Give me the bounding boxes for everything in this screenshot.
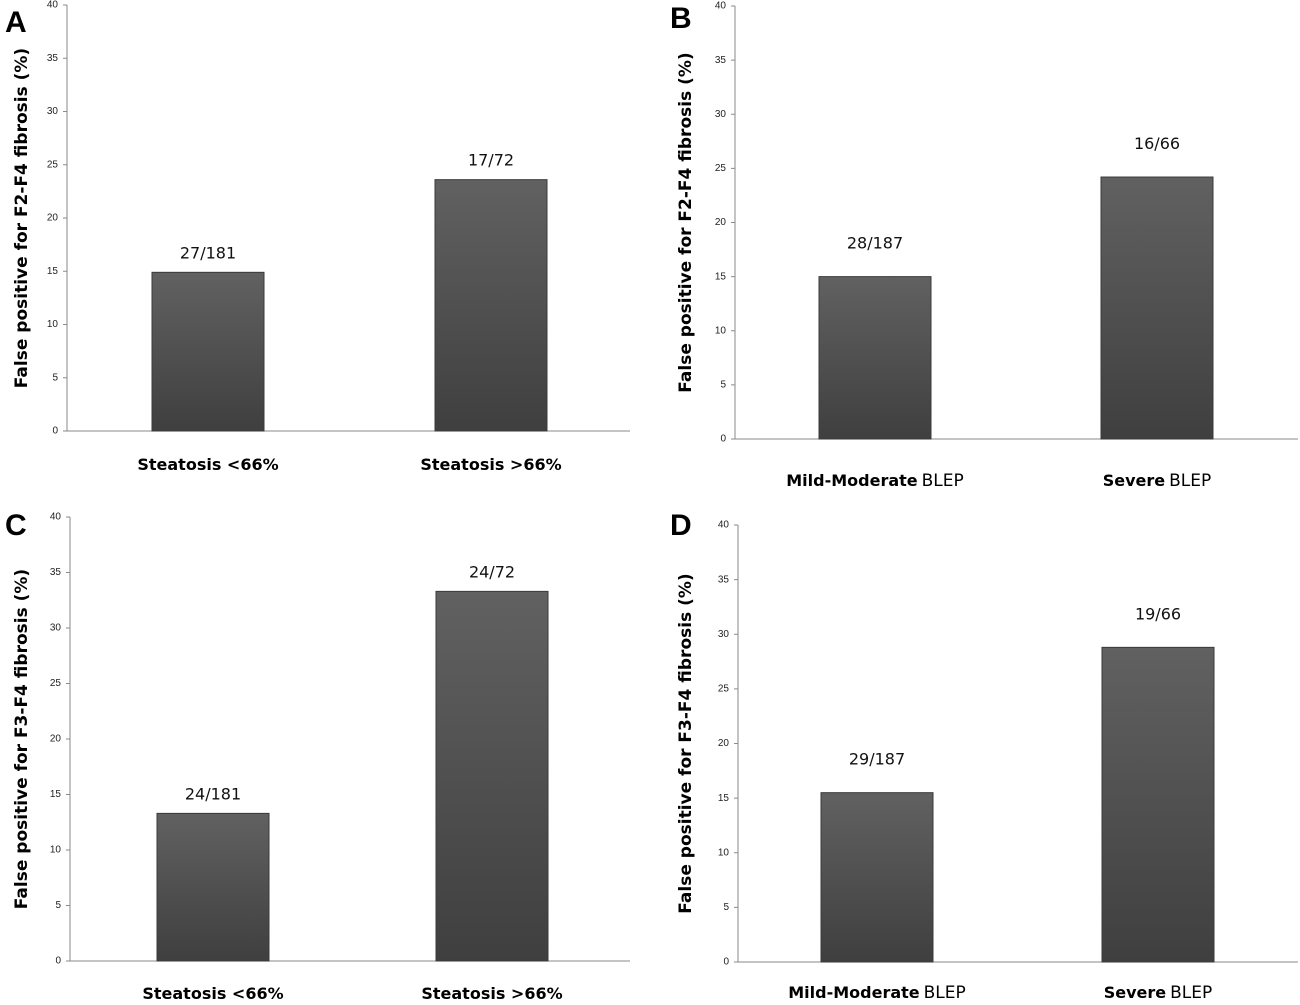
y-tick-label: 25 <box>47 159 59 170</box>
data-label: 19/66 <box>1135 604 1181 623</box>
y-tick-label: 5 <box>723 902 729 913</box>
y-tick-label: 30 <box>50 623 62 634</box>
bar <box>818 276 932 440</box>
x-category-label-bold: Steatosis >66% <box>420 455 561 474</box>
data-label: 16/66 <box>1134 134 1180 153</box>
x-category-label-bold: Mild-Moderate <box>788 983 920 1002</box>
chart-panel-a: A False positive for F2-F4 fibrosis (%) 0 5… <box>5 0 630 474</box>
x-category-label-normal: BLEP <box>922 471 964 491</box>
y-tick-label: 20 <box>718 738 730 749</box>
x-category-label: Steatosis <66% <box>137 455 278 474</box>
y-tick-label: 20 <box>47 213 59 224</box>
x-category-label-bold: Severe <box>1103 471 1166 490</box>
y-tick-label: 10 <box>47 319 59 330</box>
data-label: 24/72 <box>469 562 515 581</box>
y-axis-label: False positive for F3-F4 fibrosis (%) <box>12 569 32 909</box>
y-tick-label: 40 <box>715 1 727 12</box>
bar <box>156 812 270 962</box>
y-tick-label: 5 <box>720 380 726 391</box>
y-tick-label: 30 <box>47 106 59 117</box>
x-category-label: Severe BLEP <box>1103 471 1212 491</box>
y-tick-label: 15 <box>50 789 62 800</box>
y-axis-label: False positive for F2-F4 fibrosis (%) <box>12 48 32 388</box>
y-tick-label: 30 <box>715 109 727 120</box>
bar <box>151 271 265 432</box>
panel-letter: B <box>670 2 692 35</box>
x-category-label-bold: Mild-Moderate <box>786 471 918 490</box>
y-tick-label: 25 <box>715 163 727 174</box>
y-tick-label: 40 <box>50 512 62 523</box>
y-tick-label: 15 <box>715 271 727 282</box>
y-tick-label: 0 <box>52 426 58 437</box>
y-tick-label: 40 <box>47 0 59 11</box>
data-label: 28/187 <box>847 234 903 253</box>
y-axis-label: False positive for F2-F4 fibrosis (%) <box>676 52 696 392</box>
y-tick-label: 0 <box>720 434 726 445</box>
y-tick-label: 20 <box>50 734 62 745</box>
y-tick-label: 0 <box>55 956 61 967</box>
y-tick-label: 10 <box>715 325 727 336</box>
y-tick-label: 10 <box>50 845 62 856</box>
chart-panel-d: D False positive for F3-F4 fibrosis (%) 0 5… <box>670 509 1298 1003</box>
y-tick-label: 15 <box>47 266 59 277</box>
y-tick-label: 0 <box>723 957 729 968</box>
y-tick-label: 25 <box>718 684 730 695</box>
data-label: 29/187 <box>849 750 905 769</box>
panel-letter: D <box>670 509 692 542</box>
x-category-label-normal: BLEP <box>1170 983 1212 1003</box>
x-category-label: Severe BLEP <box>1104 983 1213 1003</box>
y-tick-label: 35 <box>50 567 62 578</box>
data-label: 17/72 <box>468 151 514 170</box>
y-tick-label: 30 <box>718 629 730 640</box>
y-tick-label: 15 <box>718 793 730 804</box>
panel-letter: A <box>5 6 27 39</box>
bar <box>1101 646 1215 963</box>
y-tick-label: 35 <box>47 53 59 64</box>
x-category-label: Steatosis >66% <box>421 984 562 1003</box>
y-tick-label: 20 <box>715 217 727 228</box>
x-category-label: Steatosis <66% <box>142 984 283 1003</box>
y-tick-label: 25 <box>50 678 62 689</box>
x-category-label: Mild-Moderate BLEP <box>786 471 964 491</box>
y-tick-label: 35 <box>718 574 730 585</box>
panel-letter: C <box>5 509 27 542</box>
x-category-label-bold: Steatosis <66% <box>137 455 278 474</box>
x-category-label: Steatosis >66% <box>420 455 561 474</box>
bar <box>434 179 548 432</box>
bar <box>435 590 549 962</box>
y-tick-label: 35 <box>715 55 727 66</box>
y-tick-label: 5 <box>55 900 61 911</box>
y-axis-label: False positive for F3-F4 fibrosis (%) <box>676 573 696 913</box>
y-tick-label: 10 <box>718 847 730 858</box>
bar <box>820 792 934 963</box>
y-tick-label: 40 <box>718 520 730 531</box>
x-category-label-bold: Steatosis >66% <box>421 984 562 1003</box>
x-category-label-bold: Steatosis <66% <box>142 984 283 1003</box>
data-label: 27/181 <box>180 243 236 262</box>
chart-panel-c: C False positive for F3-F4 fibrosis (%) 0 5… <box>5 509 630 1003</box>
x-category-label-normal: BLEP <box>1169 471 1211 491</box>
chart-panel-b: B False positive for F2-F4 fibrosis (%) 0 5… <box>670 1 1298 491</box>
x-category-label: Mild-Moderate BLEP <box>788 983 966 1003</box>
x-category-label-normal: BLEP <box>924 983 966 1003</box>
bar <box>1100 176 1214 440</box>
x-category-label-bold: Severe <box>1104 983 1167 1002</box>
y-tick-label: 5 <box>52 372 58 383</box>
data-label: 24/181 <box>185 784 241 803</box>
